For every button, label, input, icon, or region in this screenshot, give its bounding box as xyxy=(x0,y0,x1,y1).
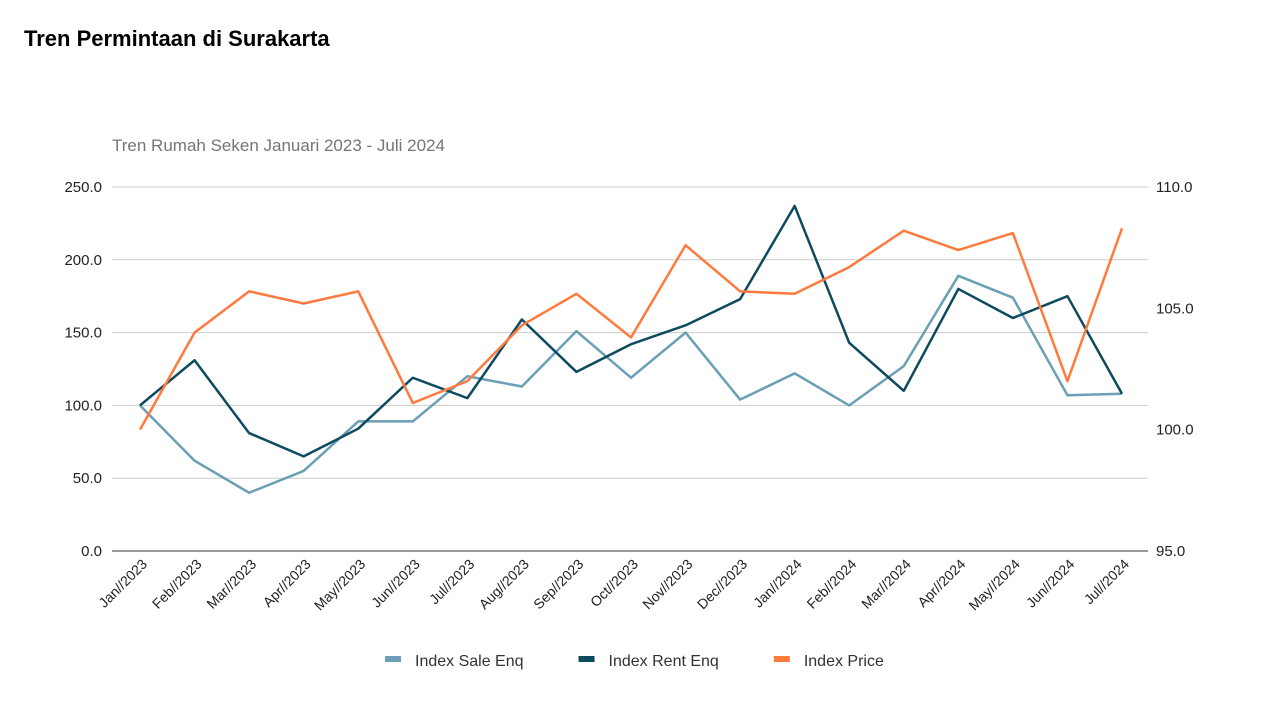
left-axis-tick-label: 150.0 xyxy=(64,325,102,342)
series-line-index-sale-enq xyxy=(139,274,1123,495)
x-axis-tick-label: Jun//2024 xyxy=(1023,556,1078,611)
x-axis-tick-label: Apr//2024 xyxy=(914,556,968,610)
right-axis-tick-label: 100.0 xyxy=(1156,422,1194,439)
page-title: Tren Permintaan di Surakarta xyxy=(24,26,330,51)
x-axis-tick-label: Aug//2023 xyxy=(476,556,533,613)
series-line-index-rent-enq xyxy=(139,204,1124,458)
x-axis-tick-label: Oct//2023 xyxy=(587,556,641,610)
x-axis-tick-label: Jan//2023 xyxy=(95,556,150,611)
left-axis-tick-label: 50.0 xyxy=(73,470,102,487)
series-line-index-price xyxy=(138,227,1124,431)
right-axis-tick-label: 95.0 xyxy=(1156,543,1185,560)
x-axis-tick-label: Jul//2024 xyxy=(1081,556,1133,608)
x-axis-tick-label: Feb//2024 xyxy=(803,556,859,612)
x-axis-tick-label: May//2023 xyxy=(311,556,369,614)
right-axis-tick-label: 105.0 xyxy=(1156,300,1194,317)
x-axis-tick-label: Mar//2023 xyxy=(203,556,259,612)
legend-label: Index Price xyxy=(804,653,884,670)
left-axis-tick-label: 200.0 xyxy=(64,252,102,269)
x-axis-tick-label: Jul//2023 xyxy=(426,556,478,608)
x-axis-tick-label: Feb//2023 xyxy=(149,556,205,612)
left-axis-tick-label: 0.0 xyxy=(81,543,102,560)
x-axis-tick-label: May//2024 xyxy=(965,556,1023,614)
legend-swatch xyxy=(578,656,595,662)
legend-swatch xyxy=(773,656,790,662)
x-axis-tick-label: Nov//2023 xyxy=(639,556,696,613)
x-axis-tick-label: Dec//2023 xyxy=(694,556,751,613)
right-axis-tick-label: 110.0 xyxy=(1156,179,1192,196)
chart-title: Tren Rumah Seken Januari 2023 - Juli 202… xyxy=(112,136,445,155)
x-axis-tick-label: Apr//2023 xyxy=(260,556,314,610)
legend-swatch xyxy=(385,656,401,662)
legend-label: Index Rent Enq xyxy=(609,653,719,670)
x-axis-tick-label: Jan//2024 xyxy=(750,556,805,611)
legend-label: Index Sale Enq xyxy=(415,653,524,670)
x-axis-tick-label: Mar//2024 xyxy=(858,556,914,612)
left-axis-tick-label: 100.0 xyxy=(64,397,102,414)
x-axis-tick-label: Sep//2023 xyxy=(530,556,587,613)
left-axis-tick-label: 250.0 xyxy=(64,179,102,196)
x-axis-tick-label: Jun//2023 xyxy=(368,556,423,611)
